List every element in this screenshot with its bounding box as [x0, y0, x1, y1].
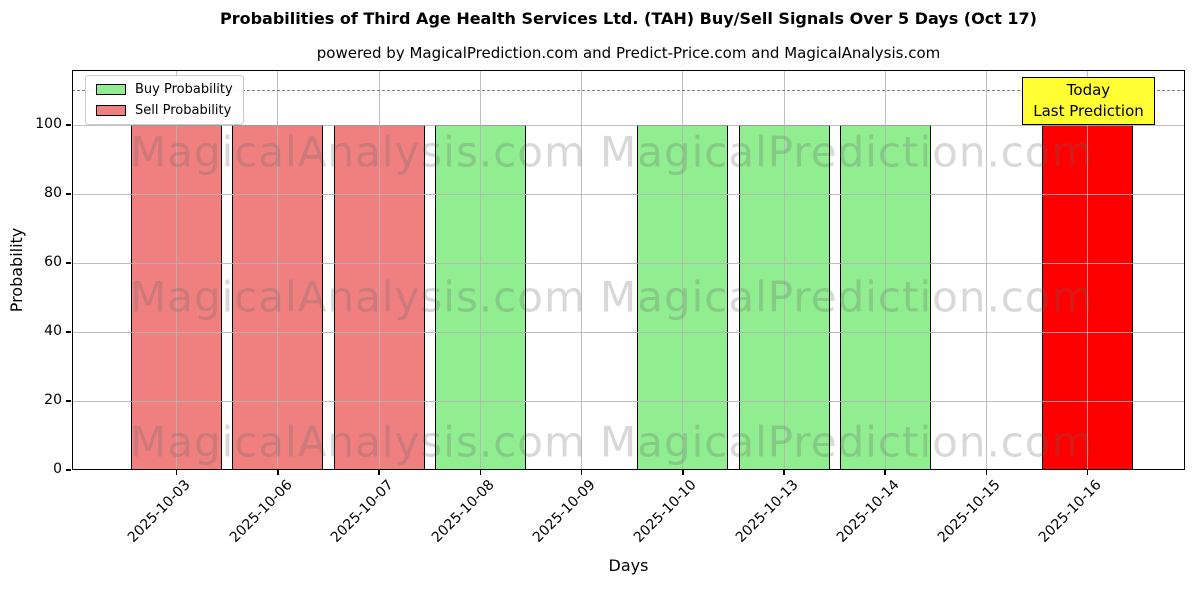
x-tick-2025-10-06 — [277, 470, 279, 475]
x-tick-label-2025-10-09: 2025-10-09 — [530, 477, 599, 546]
x-axis-label: Days — [608, 556, 649, 575]
chart-subtitle: powered by MagicalPrediction.com and Pre… — [316, 44, 941, 62]
x-tick-2025-10-10 — [682, 470, 684, 475]
watermark-analysis-1: MagicalAnalysis.com — [130, 127, 586, 177]
gridline-h-100 — [72, 124, 1185, 126]
watermark-prediction-2: MagicalPrediction.com — [600, 272, 1094, 322]
x-tick-2025-10-09 — [580, 470, 583, 475]
legend-label-sell: Sell Probability — [135, 103, 232, 118]
annotation-line-1: Today — [1066, 80, 1111, 99]
annotation-line-2: Last Prediction — [1033, 102, 1144, 120]
y-tick-label-0: 0 — [53, 461, 62, 477]
x-tick-2025-10-14 — [884, 470, 886, 475]
sell-swatch-icon — [96, 105, 126, 116]
watermark-prediction-3: MagicalPrediction.com — [600, 417, 1094, 467]
dashed-line-110 — [72, 89, 1185, 91]
x-tick-label-2025-10-16: 2025-10-16 — [1036, 477, 1106, 546]
x-tick-2025-10-07 — [378, 470, 380, 475]
gridline-v-2025-10-13 — [783, 70, 785, 470]
y-tick-label-40: 40 — [44, 323, 62, 340]
y-tick-60 — [66, 262, 71, 264]
buy-swatch-icon — [96, 84, 126, 95]
x-tick-label-2025-10-08: 2025-10-08 — [428, 477, 498, 546]
gridline-v-2025-10-08 — [479, 70, 481, 470]
x-tick-2025-10-15 — [985, 470, 988, 475]
gridline-v-2025-10-14 — [884, 70, 886, 470]
watermark-analysis-2: MagicalAnalysis.com — [130, 272, 586, 322]
x-tick-label-2025-10-06: 2025-10-06 — [226, 477, 296, 546]
y-tick-80 — [66, 193, 71, 195]
y-tick-100 — [66, 124, 71, 126]
x-tick-label-2025-10-13: 2025-10-13 — [732, 477, 802, 546]
gridline-v-2025-10-15 — [985, 70, 987, 470]
today-annotation: Today Last Prediction — [1022, 77, 1155, 125]
chart-title: Probabilities of Third Age Health Servic… — [219, 9, 1037, 28]
chart-legend: Buy Probability Sell Probability — [85, 75, 244, 125]
x-tick-label-2025-10-10: 2025-10-10 — [631, 477, 701, 546]
legend-label-buy: Buy Probability — [135, 82, 233, 97]
gridline-v-2025-10-10 — [682, 70, 684, 470]
x-tick-label-2025-10-07: 2025-10-07 — [327, 477, 397, 546]
y-tick-label-60: 60 — [44, 254, 62, 271]
x-tick-label-2025-10-03: 2025-10-03 — [125, 477, 195, 546]
gridline-v-2025-10-16 — [1087, 70, 1089, 470]
gridline-v-2025-10-06 — [277, 70, 279, 470]
watermark-analysis-3: MagicalAnalysis.com — [130, 417, 586, 467]
gridline-v-2025-10-03 — [176, 70, 178, 470]
y-tick-label-100: 100 — [35, 116, 62, 133]
y-tick-20 — [66, 400, 71, 402]
gridline-h-80 — [72, 193, 1185, 195]
x-tick-2025-10-03 — [175, 470, 178, 475]
y-tick-label-20: 20 — [44, 392, 62, 409]
gridline-h-60 — [72, 262, 1185, 264]
gridline-h-20 — [72, 400, 1185, 402]
gridline-h-40 — [72, 331, 1185, 333]
y-tick-0 — [66, 469, 71, 471]
x-tick-label-2025-10-15: 2025-10-15 — [934, 477, 1004, 546]
legend-item-sell: Sell Probability — [96, 103, 233, 118]
x-tick-label-2025-10-14: 2025-10-14 — [833, 477, 903, 546]
x-tick-2025-10-16 — [1086, 470, 1089, 475]
legend-item-buy: Buy Probability — [96, 82, 233, 97]
x-tick-2025-10-13 — [783, 470, 785, 475]
x-tick-2025-10-08 — [479, 470, 482, 475]
watermark-prediction-1: MagicalPrediction.com — [600, 127, 1094, 177]
y-tick-40 — [66, 331, 71, 333]
y-tick-label-80: 80 — [44, 185, 62, 202]
gridline-v-2025-10-09 — [581, 70, 583, 470]
gridline-v-2025-10-07 — [378, 70, 380, 470]
